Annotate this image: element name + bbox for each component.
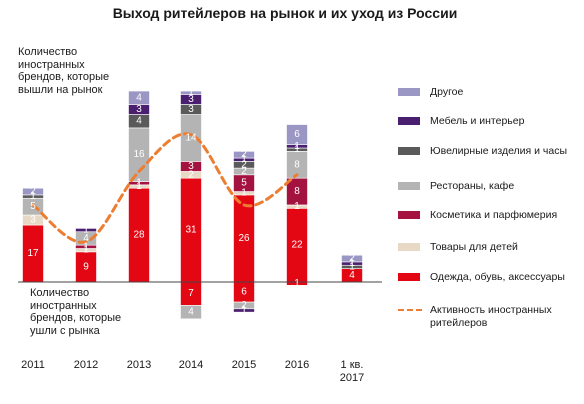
legend-label-6: Другое [430, 86, 464, 98]
data-label-entered-s2-c1: 1 [83, 241, 89, 252]
bar-segment-exited-s5-c4 [233, 308, 255, 313]
bar-segment-entered-s6-c3 [180, 90, 202, 95]
data-label-exited-s5-c4: 1 [241, 305, 247, 316]
data-label-entered-s6-c0: 2 [30, 186, 36, 197]
bar-segment-entered-s6-c4 [233, 151, 255, 159]
data-label-entered-s1-c2: 1 [136, 181, 142, 192]
x-tick-label-5: 2016 [285, 359, 309, 371]
data-label-entered-s6-c3: 1 [188, 87, 194, 98]
bar-segment-entered-s6-c0 [22, 187, 44, 196]
data-label-entered-s5-c4: 1 [241, 154, 247, 165]
data-label-entered-s5-c6: 1 [349, 258, 355, 269]
data-label-entered-s3-c4: 2 [241, 166, 247, 177]
data-label-entered-s2-c5: 8 [294, 186, 300, 197]
data-label-entered-s5-c5: 1 [294, 141, 300, 152]
data-label-entered-s3-c5: 8 [294, 159, 300, 170]
x-tick-label-1: 2012 [74, 359, 98, 371]
data-label-entered-s6-c5: 6 [294, 129, 300, 140]
data-label-entered-s5-c1: 1 [83, 225, 89, 236]
data-label-entered-s5-c3: 3 [188, 94, 194, 105]
data-label-entered-s0-c0: 17 [27, 248, 39, 259]
data-label-entered-s4-c6: 1 [349, 261, 355, 272]
legend-label-4: Ювелирные изделия и часы [430, 145, 568, 157]
data-label-exited-s3-c4: 2 [241, 300, 247, 311]
legend-swatch-5 [398, 117, 420, 125]
trend-line-layer [31, 132, 299, 244]
data-label-entered-s0-c5: 22 [291, 240, 303, 251]
data-label-entered-s1-c3: 2 [188, 169, 194, 180]
data-label-entered-s3-c2: 16 [133, 149, 145, 160]
x-tick-label-6-0: 1 кв. [341, 359, 364, 371]
data-label-entered-s1-c1: 1 [83, 245, 89, 256]
legend-label-3: Рестораны, кафе [430, 180, 515, 192]
data-label-entered-s3-c1: 4 [83, 233, 89, 244]
data-label-exited-s0-c5: 1 [294, 278, 300, 289]
legend-label-0: Одежда, обувь, аксессуары [430, 271, 565, 283]
bar-segment-entered-s6-c6 [341, 254, 363, 263]
bar-segment-entered-s6-c5 [286, 124, 308, 145]
legend-swatch-4 [398, 147, 420, 155]
activity-trend-line [31, 132, 299, 244]
data-label-entered-s3-c0: 5 [30, 201, 36, 212]
legend-label-5: Мебель и интерьер [430, 115, 525, 127]
x-tick-label-0: 2011 [21, 359, 45, 371]
data-label-entered-s0-c6: 4 [349, 270, 355, 281]
legend-swatch-2 [398, 211, 420, 219]
bars-layer [22, 90, 363, 320]
data-label-entered-s3-c3: 14 [185, 132, 197, 143]
legend-swatch-1 [398, 243, 420, 251]
legend-swatch-0 [398, 273, 420, 281]
data-label-entered-s0-c1: 9 [83, 261, 89, 272]
data-label-entered-s6-c6: 2 [349, 253, 355, 264]
data-label-entered-s0-c4: 26 [238, 233, 250, 244]
bar-segment-entered-s5-c1 [75, 228, 97, 233]
data-label-entered-s2-c4: 5 [241, 178, 247, 189]
x-tick-label-4: 2015 [232, 359, 256, 371]
legend-label-2: Косметика и парфюмерия [430, 209, 558, 221]
data-label-entered-s6-c4: 2 [241, 149, 247, 160]
data-label-entered-s2-c3: 3 [188, 161, 194, 172]
data-label-entered-s1-c0: 3 [30, 215, 36, 226]
data-label-exited-s3-c3: 4 [188, 307, 194, 318]
x-axis-ticks: 2011 2012 2013 2014 2015 2016 1 кв.2017 [21, 359, 364, 384]
data-label-entered-s2-c2: 1 [136, 178, 142, 189]
x-tick-label-3: 2014 [179, 359, 203, 371]
entered-brands-annotation: Количество иностранных брендов, которые … [18, 46, 110, 96]
data-label-entered-s5-c2: 3 [136, 104, 142, 115]
data-label-entered-s6-c2: 4 [136, 92, 142, 103]
legend-swatch-6 [398, 88, 420, 96]
data-label-exited-s0-c3: 7 [188, 288, 194, 299]
data-label-entered-s1-c4: 1 [241, 188, 247, 199]
data-label-entered-s4-c3: 3 [188, 104, 194, 115]
bar-segment-exited-s3-c3 [180, 305, 202, 320]
data-label-exited-s0-c4: 6 [241, 287, 247, 298]
data-label-entered-s0-c3: 31 [185, 225, 197, 236]
x-tick-label-2: 2013 [127, 359, 151, 371]
data-label-entered-s0-c2: 28 [133, 230, 145, 241]
legend-line-swatch [398, 309, 422, 311]
data-label-entered-s1-c5: 1 [294, 201, 300, 212]
data-label-entered-s4-c4: 2 [241, 159, 247, 170]
bar-segment-entered-s6-c2 [128, 90, 150, 105]
data-label-entered-s4-c5: 1 [294, 144, 300, 155]
legend-label-activity-line: Активность иностранных ритейлеров [430, 304, 552, 329]
data-label-entered-s4-c0: 1 [30, 191, 36, 202]
exited-brands-annotation: Количество иностранных брендов, которые … [30, 287, 122, 337]
legend-swatch-3 [398, 182, 420, 190]
x-tick-label-6-1: 2017 [340, 372, 364, 384]
data-label-entered-s4-c2: 4 [136, 116, 142, 127]
chart-title: Выход ритейлеров на рынок и их уход из Р… [113, 5, 458, 21]
legend-label-1: Товары для детей [430, 241, 518, 253]
